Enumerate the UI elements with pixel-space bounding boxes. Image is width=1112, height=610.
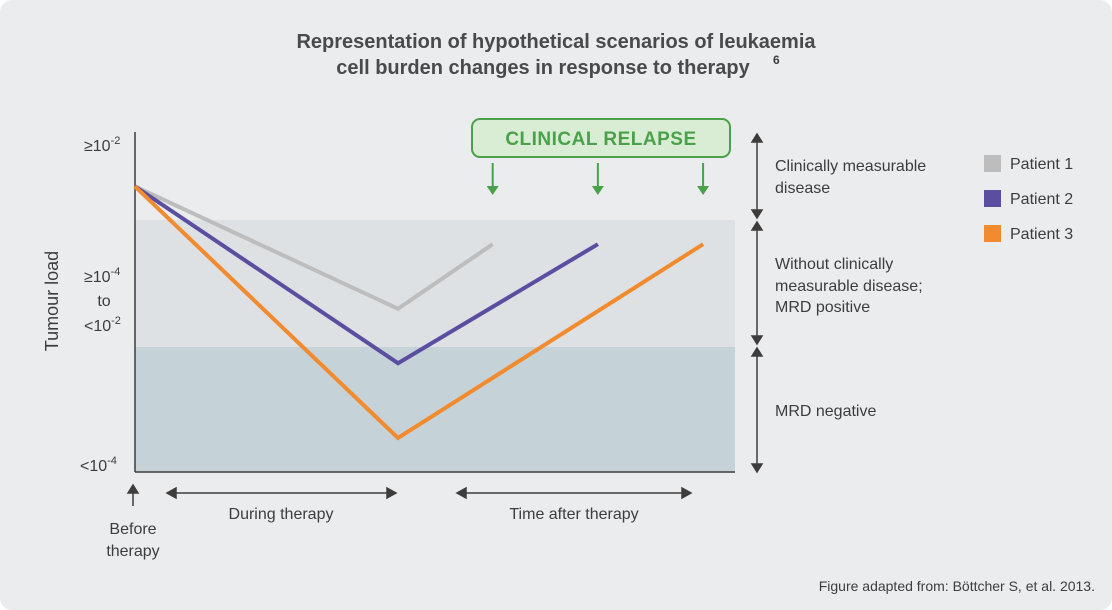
x-annotation-arrows xyxy=(126,483,693,506)
series-line-patient-2 xyxy=(133,184,599,366)
y-tick-top: ≥10-2 xyxy=(84,135,120,155)
y-tick-mid-a: ≥10-4 xyxy=(84,266,120,286)
legend-label-patient-1: Patient 1 xyxy=(1010,156,1073,173)
zone-mrd-negative-band xyxy=(135,347,735,472)
zone-3-label-line1: MRD negative xyxy=(775,403,876,420)
y-tick-mid-c: <10-2 xyxy=(84,315,121,335)
legend-label-patient-2: Patient 2 xyxy=(1010,191,1073,208)
time-after-therapy-label: Time after therapy xyxy=(509,506,638,523)
y-tick-mid-b: to xyxy=(97,293,110,310)
relapse-arrow-head-2 xyxy=(591,186,604,195)
legend-swatch-patient-1 xyxy=(984,155,1001,172)
clinical-relapse-label: CLINICAL RELAPSE xyxy=(505,129,696,150)
y-tick-bottom: <10-4 xyxy=(80,455,117,475)
zone-1-label-line2: disease xyxy=(775,180,830,197)
before-therapy-label-line1: Before xyxy=(109,521,156,538)
zone-2-label-line3: MRD positive xyxy=(775,299,870,316)
series-line-patient-1 xyxy=(134,184,494,312)
legend-swatch-patient-2 xyxy=(984,190,1001,207)
y-axis-label: Tumour load xyxy=(42,251,62,351)
zone-2-label-line1: Without clinically xyxy=(775,256,893,273)
zone-1-label-line1: Clinically measurable xyxy=(775,158,926,175)
zone-brackets xyxy=(750,132,764,474)
legend-swatch-patient-3 xyxy=(984,225,1001,242)
before-therapy-label-line2: therapy xyxy=(106,543,159,560)
relapse-arrow-head-3 xyxy=(697,186,710,195)
footnote: Figure adapted from: Böttcher S, et al. … xyxy=(819,578,1095,594)
series-line-patient-3 xyxy=(133,184,705,441)
relapse-arrows xyxy=(486,163,710,195)
zone-2-label-line2: measurable disease; xyxy=(775,278,923,295)
clinical-relapse-box xyxy=(471,118,731,158)
during-therapy-label: During therapy xyxy=(229,506,334,523)
legend-label-patient-3: Patient 3 xyxy=(1010,226,1073,243)
relapse-arrow-head-1 xyxy=(486,186,499,195)
chart-title-line1: Representation of hypothetical scenarios… xyxy=(296,31,816,53)
chart-title-line2: cell burden changes in response to thera… xyxy=(336,57,750,79)
chart-title-ref: 6 xyxy=(773,53,780,67)
